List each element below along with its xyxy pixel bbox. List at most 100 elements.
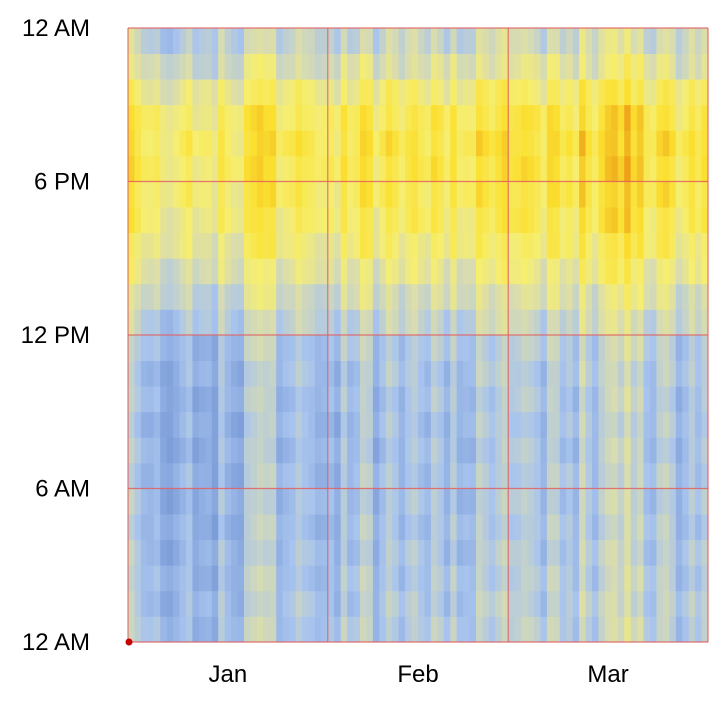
- heatmap-cell: [637, 488, 644, 515]
- heatmap-cell: [186, 411, 193, 438]
- heatmap-cell: [353, 53, 361, 80]
- heatmap-cell: [514, 539, 522, 566]
- heatmap-cell: [211, 232, 219, 259]
- heatmap-cell: [682, 590, 690, 617]
- heatmap-cell: [353, 207, 361, 234]
- heatmap-cell: [314, 437, 322, 464]
- heatmap-cell: [340, 207, 348, 234]
- heatmap-cell: [385, 28, 393, 54]
- heatmap-cell: [624, 232, 632, 259]
- heatmap-cell: [173, 616, 180, 643]
- heatmap-cell: [405, 232, 412, 259]
- heatmap-cell: [450, 590, 458, 617]
- heatmap-cell: [630, 258, 638, 285]
- heatmap-cell: [269, 258, 277, 285]
- heatmap-cell: [553, 232, 561, 259]
- heatmap-cell: [630, 437, 638, 464]
- heatmap-cell: [302, 79, 309, 106]
- heatmap-cell: [153, 488, 161, 515]
- heatmap-cell: [617, 79, 625, 106]
- heatmap-cell: [650, 488, 657, 515]
- heatmap-cell: [263, 181, 271, 208]
- heatmap-cell: [140, 130, 148, 157]
- heatmap-cell: [263, 232, 271, 259]
- heatmap-cell: [198, 104, 206, 131]
- heatmap-cell: [682, 28, 690, 54]
- heatmap-cell: [321, 360, 329, 387]
- heatmap-cell: [592, 616, 599, 643]
- origin-marker: [125, 638, 133, 646]
- heatmap-cell: [308, 437, 316, 464]
- heatmap-cell: [269, 539, 277, 566]
- heatmap-cell: [579, 207, 586, 234]
- heatmap-cell: [514, 386, 522, 413]
- heatmap-cell: [527, 411, 535, 438]
- heatmap-cell: [160, 104, 168, 131]
- heatmap-cell: [553, 539, 561, 566]
- heatmap-cell: [662, 514, 670, 541]
- heatmap-cell: [256, 283, 264, 310]
- heatmap-cell: [495, 616, 503, 643]
- heatmap-cell: [372, 488, 380, 515]
- heatmap-cell: [153, 79, 161, 106]
- heatmap-cell: [546, 309, 554, 336]
- heatmap-cell: [579, 437, 586, 464]
- heatmap-cell: [469, 335, 477, 361]
- heatmap-cell: [340, 437, 348, 464]
- heatmap-cell: [656, 411, 664, 438]
- heatmap-cell: [340, 104, 348, 131]
- heatmap-cell: [662, 28, 670, 54]
- heatmap-cell: [392, 514, 400, 541]
- heatmap-cell: [385, 386, 393, 413]
- heatmap-cell: [540, 79, 548, 106]
- heatmap-cell: [579, 590, 586, 617]
- heatmap-cell: [153, 309, 161, 336]
- heatmap-cell: [237, 539, 245, 566]
- heatmap-cell: [501, 104, 509, 131]
- heatmap-cell: [521, 437, 528, 464]
- heatmap-cell: [450, 232, 458, 259]
- heatmap-cell: [604, 283, 612, 310]
- heatmap-cell: [688, 232, 696, 259]
- heatmap-cell: [160, 565, 168, 592]
- heatmap-cell: [488, 565, 496, 592]
- heatmap-cell: [643, 130, 651, 157]
- heatmap-cell: [437, 462, 445, 489]
- heatmap-cell: [450, 437, 458, 464]
- heatmap-cell: [128, 386, 135, 413]
- heatmap-cell: [244, 462, 251, 489]
- heatmap-cell: [501, 309, 509, 336]
- heatmap-cell: [405, 181, 412, 208]
- heatmap-cell: [140, 155, 148, 182]
- heatmap-cell: [353, 155, 361, 182]
- heatmap-cell: [443, 207, 451, 234]
- heatmap-cell: [366, 565, 374, 592]
- heatmap-cell: [340, 28, 348, 54]
- heatmap-cell: [205, 488, 213, 515]
- heatmap-cell: [160, 155, 168, 182]
- heatmap-cell: [140, 232, 148, 259]
- heatmap-cell: [237, 130, 245, 157]
- heatmap-cell: [269, 488, 277, 515]
- heatmap-cell: [675, 590, 683, 617]
- heatmap-cell: [546, 437, 554, 464]
- heatmap-cell: [128, 53, 135, 80]
- heatmap-cell: [269, 28, 277, 54]
- heatmap-cell: [411, 386, 419, 413]
- heatmap-cell: [592, 488, 599, 515]
- heatmap-cell: [327, 360, 335, 387]
- heatmap-cell: [314, 411, 322, 438]
- heatmap-cell: [153, 411, 161, 438]
- heatmap-cell: [269, 283, 277, 310]
- heatmap-cell: [424, 309, 432, 336]
- heatmap-cell: [508, 335, 516, 361]
- heatmap-cell: [269, 155, 277, 182]
- heatmap-cell: [289, 437, 296, 464]
- heatmap-cell: [656, 309, 664, 336]
- heatmap-cell: [179, 207, 187, 234]
- heatmap-cell: [553, 437, 561, 464]
- heatmap-cell: [385, 155, 393, 182]
- heatmap-cell: [153, 232, 161, 259]
- heatmap-cell: [250, 462, 258, 489]
- heatmap-cell: [314, 130, 322, 157]
